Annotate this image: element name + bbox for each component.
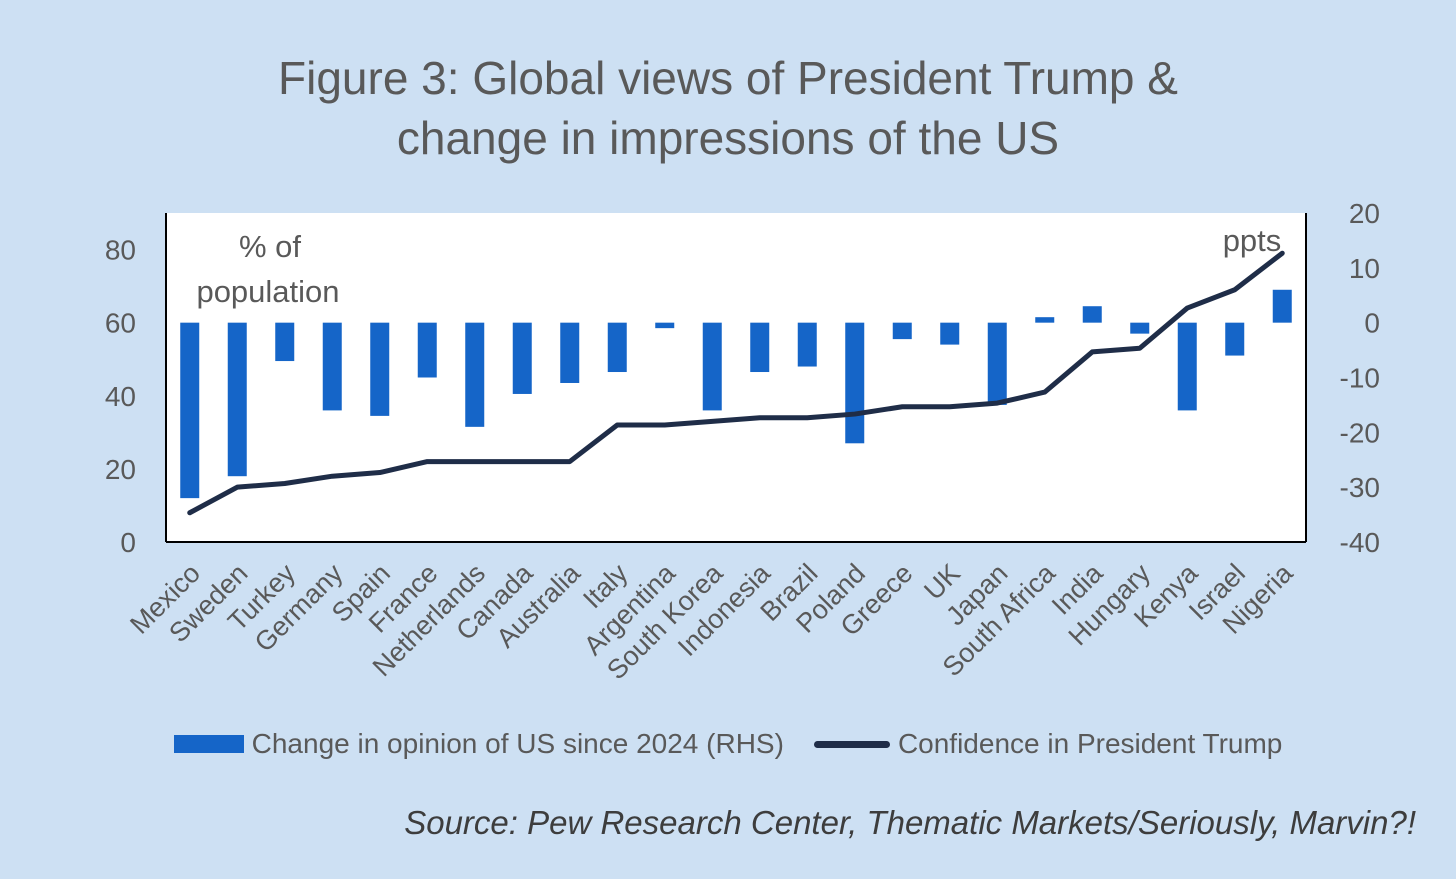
bar-israel xyxy=(1225,322,1245,356)
bar-turkey xyxy=(275,322,295,362)
right-tick-label: -10 xyxy=(1340,363,1380,394)
legend-bar-label: Change in opinion of US since 2024 (RHS) xyxy=(251,728,784,759)
bar-poland xyxy=(845,322,865,444)
bar-sweden xyxy=(227,322,247,477)
left-axis-label-line-1: % of xyxy=(239,229,301,264)
left-tick-label: 80 xyxy=(105,235,136,266)
left-tick-label: 40 xyxy=(105,381,136,412)
legend-line-label: Confidence in President Trump xyxy=(897,728,1283,759)
chart-title-line-1: Figure 3: Global views of President Trum… xyxy=(278,52,1178,104)
right-tick-label: -40 xyxy=(1340,527,1380,558)
bar-south-korea xyxy=(702,322,722,411)
bar-france xyxy=(417,322,437,378)
right-tick-label: 0 xyxy=(1364,308,1380,339)
bar-japan xyxy=(987,322,1007,405)
bar-spain xyxy=(370,322,390,416)
plot-area xyxy=(166,213,1306,542)
bar-indonesia xyxy=(750,322,770,373)
right-axis-label: ppts xyxy=(1223,223,1282,258)
left-tick-label: 0 xyxy=(120,527,136,558)
legend-bar-swatch xyxy=(173,735,244,753)
bar-nigeria xyxy=(1272,289,1292,323)
category-labels: MexicoSwedenTurkeyGermanySpainFranceNeth… xyxy=(124,557,1299,685)
bar-greece xyxy=(892,322,912,340)
right-tick-label: -30 xyxy=(1340,472,1380,503)
right-tick-label: -20 xyxy=(1340,417,1380,448)
bar-argentina xyxy=(655,322,675,329)
chart-canvas: 0 20 40 60 80 -40 -30 -20 -10 0 10 20 MexicoSweden… xyxy=(105,198,1380,685)
bar-series xyxy=(180,289,1292,499)
left-tick-label: 20 xyxy=(105,454,136,485)
bar-india xyxy=(1082,306,1102,323)
confidence-line xyxy=(187,250,1285,516)
legend: Change in opinion of US since 2024 (RHS)… xyxy=(0,728,1456,760)
chart-title-line-2: change in impressions of the US xyxy=(396,112,1060,164)
bar-uk xyxy=(940,322,960,345)
left-axis-ticks: 0 20 40 60 80 xyxy=(105,235,136,558)
right-axis-ticks: -40 -30 -20 -10 0 10 20 xyxy=(1340,198,1380,558)
bar-germany xyxy=(322,322,342,411)
legend-item-line: Confidence in President Trump xyxy=(813,728,1283,760)
bar-kenya xyxy=(1177,322,1197,411)
bar-canada xyxy=(512,322,532,394)
bar-netherlands xyxy=(465,322,485,427)
bar-brazil xyxy=(797,322,817,367)
legend-line-swatch xyxy=(813,740,890,748)
left-axis-label-line-2: population xyxy=(196,274,339,309)
right-tick-label: 20 xyxy=(1349,198,1380,229)
bar-australia xyxy=(560,322,580,383)
left-tick-label: 60 xyxy=(105,308,136,339)
bar-hungary xyxy=(1130,322,1150,334)
source-note: Source: Pew Research Center, Thematic Ma… xyxy=(404,804,1416,841)
right-tick-label: 10 xyxy=(1349,253,1380,284)
bar-mexico xyxy=(180,322,200,499)
legend-item-bars: Change in opinion of US since 2024 (RHS) xyxy=(173,728,784,760)
bar-italy xyxy=(607,322,627,373)
bar-south-africa xyxy=(1035,317,1055,323)
